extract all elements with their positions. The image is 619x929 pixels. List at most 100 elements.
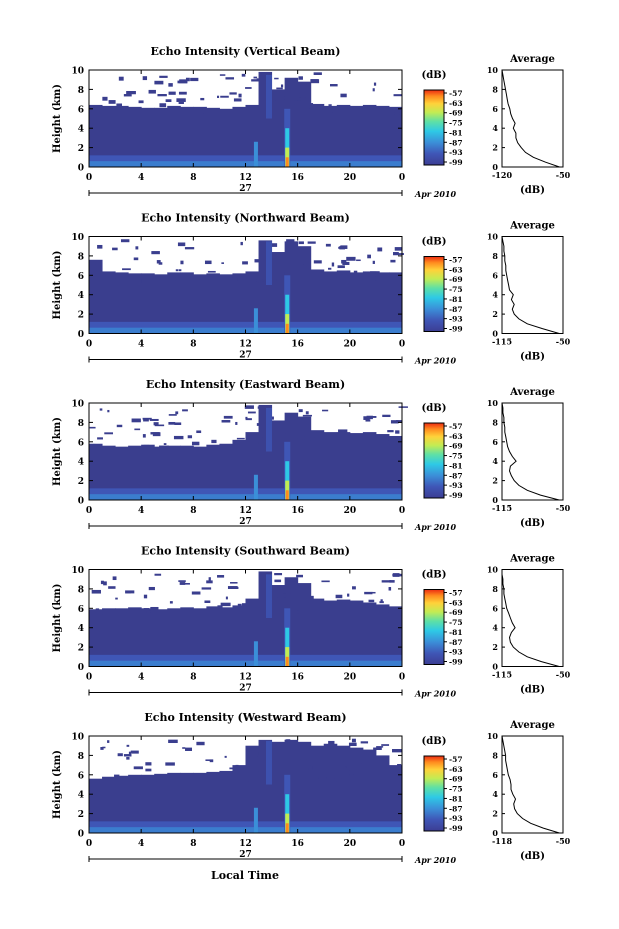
heatmap-patch	[221, 262, 225, 264]
heatmap-patch	[126, 273, 137, 277]
heatmap-patch	[130, 750, 139, 754]
heatmap-patch	[196, 430, 202, 434]
heatmap-patch	[235, 764, 239, 767]
heatmap-patch	[389, 441, 397, 445]
y-tick-label: 6	[78, 771, 84, 781]
plume	[265, 740, 272, 785]
heatmap-patch	[352, 586, 356, 590]
colorbar-tick-label: -63	[449, 432, 463, 441]
x-tick-label: 8	[190, 673, 196, 683]
heatmap-column	[193, 106, 207, 167]
x-tick-label: 16	[291, 506, 304, 516]
heatmap-patch	[112, 576, 117, 581]
heatmap-patch	[339, 766, 347, 768]
heatmap-patch	[119, 108, 123, 111]
heatmap-patch	[145, 762, 152, 766]
y-tick-label: 8	[78, 86, 84, 96]
y-axis-label: Height (km)	[52, 251, 63, 320]
x-tick-label: 8	[190, 506, 196, 516]
heatmap-patch	[257, 754, 263, 759]
heatmap-column	[336, 432, 351, 500]
y-tick-label: 0	[78, 497, 84, 507]
heatmap-patch	[138, 100, 144, 104]
heatmap-column	[89, 259, 103, 334]
colorbar-tick-label: -87	[449, 305, 463, 314]
heatmap-patch	[365, 419, 371, 422]
heatmap-patch	[393, 252, 399, 256]
heatmap-patch	[384, 437, 392, 441]
heatmap-column	[193, 446, 207, 500]
heatmap-patch	[154, 573, 162, 576]
heatmap-patch	[273, 100, 284, 105]
heatmap-patch	[225, 77, 235, 80]
heatmap-field	[89, 404, 408, 500]
heatmap-patch	[392, 749, 402, 753]
heatmap-patch	[292, 269, 297, 271]
y-tick-label: 2	[78, 311, 84, 321]
plume	[265, 574, 272, 618]
heatmap-column	[310, 598, 325, 667]
heatmap-patch	[97, 437, 103, 440]
heatmap-column	[102, 608, 116, 667]
colorbar-tick-label: -75	[449, 452, 463, 461]
y-tick-label: 4	[78, 125, 84, 135]
heatmap-patch	[159, 75, 168, 78]
heatmap-patch	[133, 257, 139, 261]
average-x-label: (dB)	[520, 352, 545, 363]
average-x-tick-label: -50	[556, 170, 571, 180]
heatmap-patch	[302, 436, 305, 440]
colorbar-unit: (dB)	[422, 736, 447, 747]
heatmap-patch	[274, 77, 279, 80]
average-profile-line	[501, 69, 560, 168]
heatmap-patch	[360, 741, 369, 744]
heatmap-patch	[122, 609, 127, 613]
heatmap-patch	[173, 435, 184, 440]
heatmap-patch	[180, 260, 184, 265]
plume	[265, 241, 272, 285]
heatmap-patch	[159, 445, 169, 449]
colorbar-tick-label: -93	[449, 814, 463, 823]
average-profile-line	[501, 236, 560, 334]
heatmap-patch	[97, 244, 103, 249]
heatmap-patch	[394, 247, 403, 251]
average-y-tick-label: 0	[492, 162, 498, 172]
heatmap-patch	[245, 418, 252, 421]
heatmap-patch	[247, 411, 256, 414]
y-tick-label: 0	[78, 663, 84, 673]
heatmap-patch	[163, 443, 167, 445]
heatmap-column	[336, 599, 351, 667]
heatmap-patch	[314, 752, 324, 757]
heatmap-patch	[187, 435, 193, 439]
heatmap-patch	[165, 99, 172, 103]
heatmap-patch	[256, 423, 260, 426]
heatmap-patch	[336, 434, 345, 437]
heatmap-patch	[387, 430, 394, 433]
x-tick-label: 0	[399, 173, 405, 183]
heatmap-column	[388, 272, 403, 334]
average-x-tick-label: -50	[556, 836, 571, 846]
heatmap-patch	[275, 429, 282, 432]
heatmap-column	[154, 609, 168, 667]
heatmap-column	[167, 772, 181, 833]
heatmap-patch	[299, 93, 307, 98]
heatmap-column	[180, 445, 194, 500]
heatmap-column	[375, 272, 390, 334]
heatmap-patch	[126, 744, 130, 747]
colorbar-tick-label: -57	[449, 256, 463, 265]
heatmap-patch	[295, 435, 304, 439]
plume	[265, 407, 272, 452]
heatmap-patch	[390, 420, 399, 424]
x-tick-label: 0	[86, 673, 92, 683]
average-profile-line	[501, 569, 560, 667]
date-day: 27	[239, 850, 252, 860]
heatmap-patch	[298, 76, 303, 80]
heatmap-patch	[112, 247, 118, 251]
heatmap-patch	[122, 268, 131, 271]
heatmap-patch	[271, 597, 277, 601]
heatmap-patch	[251, 79, 260, 82]
colorbar-tick-label: -93	[449, 315, 463, 324]
heatmap-patch	[331, 262, 335, 267]
heatmap-patch	[355, 763, 362, 767]
x-tick-label: 4	[138, 673, 144, 683]
heatmap-column	[232, 765, 246, 833]
